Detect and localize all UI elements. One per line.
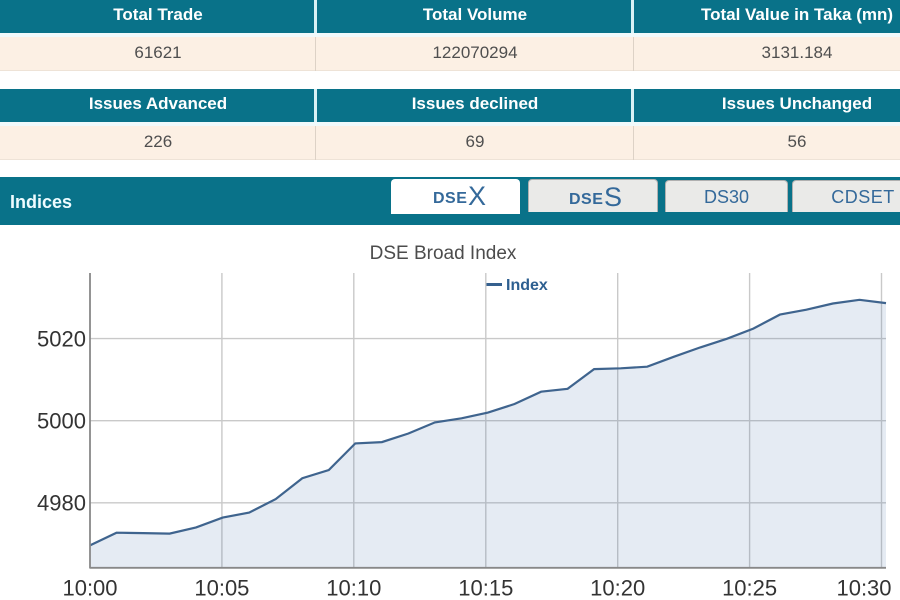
svg-text:10:05: 10:05 bbox=[194, 576, 249, 600]
svg-text:4980: 4980 bbox=[37, 491, 86, 516]
svg-text:DSE Broad Index: DSE Broad Index bbox=[370, 243, 517, 264]
svg-text:10:20: 10:20 bbox=[590, 576, 645, 600]
svg-text:10:00: 10:00 bbox=[62, 576, 117, 600]
svg-text:5000: 5000 bbox=[37, 409, 86, 434]
svg-text:Index: Index bbox=[506, 277, 548, 294]
svg-text:5020: 5020 bbox=[37, 326, 86, 351]
svg-text:10:15: 10:15 bbox=[458, 576, 513, 600]
svg-text:10:10: 10:10 bbox=[326, 576, 381, 600]
svg-text:10:30: 10:30 bbox=[836, 576, 891, 600]
svg-text:10:25: 10:25 bbox=[722, 576, 777, 600]
